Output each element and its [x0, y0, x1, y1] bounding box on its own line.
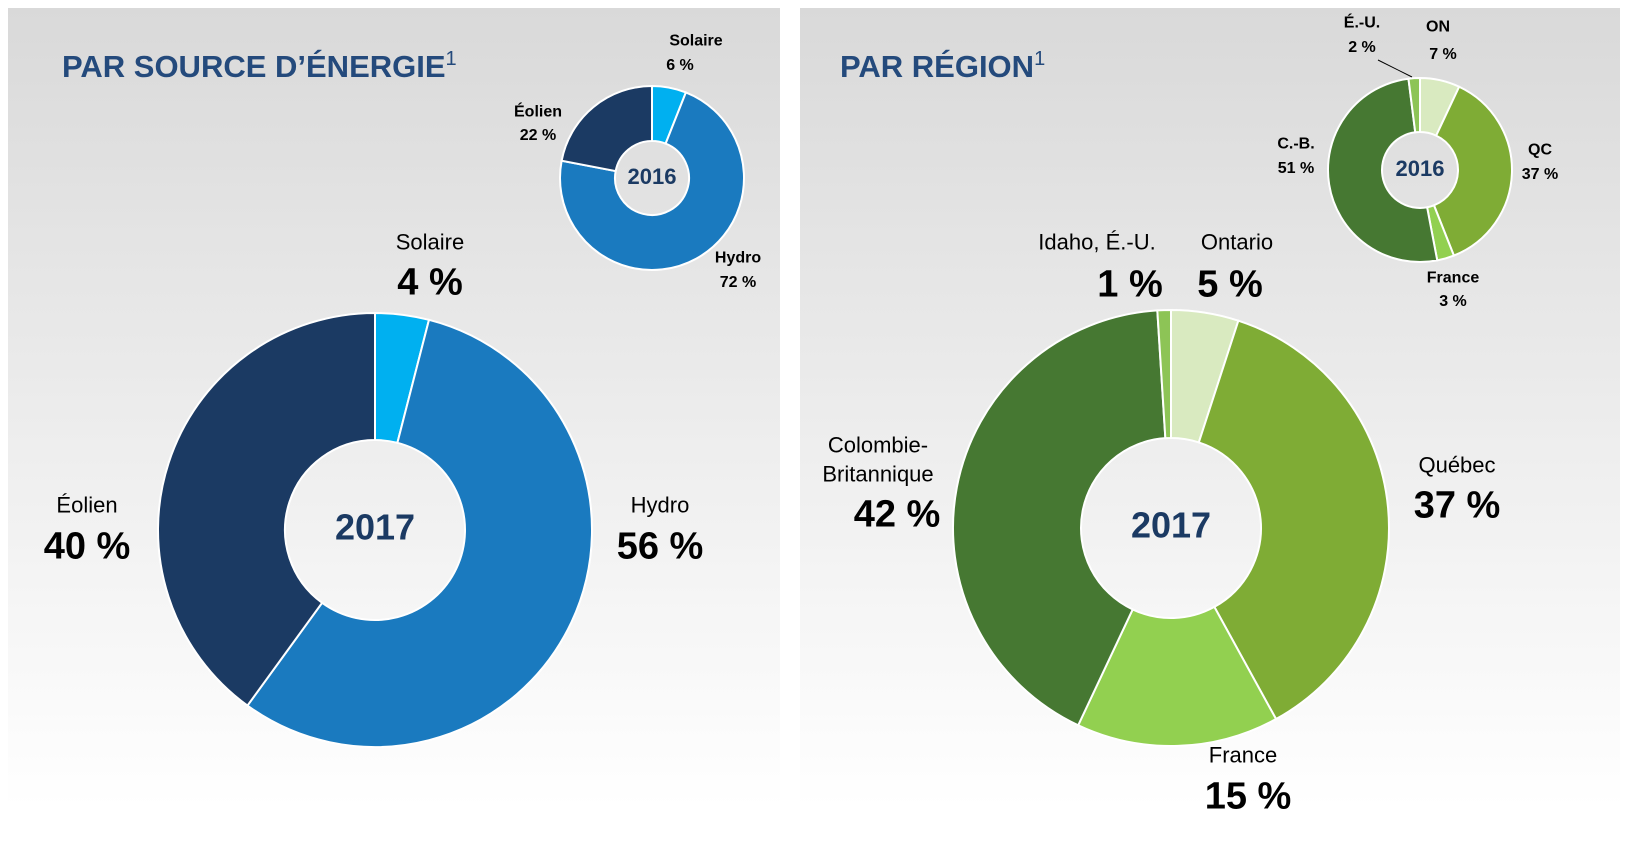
- center-label: 2017: [1131, 505, 1211, 546]
- slice-label: Québec: [1418, 452, 1496, 478]
- value-label: 40 %: [43, 525, 131, 568]
- value-label: 42 %: [853, 493, 941, 536]
- value-label: 37 %: [1413, 484, 1501, 527]
- value-label: 7 %: [1429, 46, 1457, 63]
- slice: [1197, 319, 1390, 721]
- slice-label: Ontario: [1200, 229, 1274, 255]
- panel-title: PAR RÉGION1: [840, 48, 1045, 85]
- slice: [1327, 77, 1439, 263]
- slice: [1432, 85, 1513, 257]
- slice: [1407, 76, 1421, 134]
- slice-label: Idaho, É.-U.: [1038, 229, 1156, 255]
- slice-label: ON: [1426, 18, 1450, 36]
- slice-label: France: [1208, 742, 1278, 768]
- slice: [1156, 308, 1172, 440]
- value-label: 51 %: [1277, 160, 1315, 177]
- slice: [560, 84, 653, 173]
- value-label: 22 %: [519, 127, 557, 144]
- value-label: 2 %: [1348, 39, 1376, 56]
- title-text: PAR RÉGION: [840, 49, 1035, 84]
- value-label: 37 %: [1521, 166, 1559, 183]
- value-label: 5 %: [1197, 263, 1263, 306]
- slice-label: Éolien: [56, 492, 118, 518]
- center-label: 2017: [335, 507, 415, 548]
- value-label: 56 %: [616, 525, 704, 568]
- center-label: 2016: [628, 164, 677, 189]
- slice-label: Éolien: [513, 103, 563, 121]
- slice: [952, 309, 1167, 727]
- value-label: 6 %: [666, 57, 694, 74]
- slice-label: QC: [1528, 141, 1552, 159]
- value-label: 4 %: [397, 261, 463, 304]
- slice-label: Hydro: [630, 492, 690, 518]
- value-label: 3 %: [1439, 293, 1467, 310]
- slice-label: Solaire: [395, 229, 465, 255]
- center-label: 2016: [1396, 156, 1445, 181]
- slice: [157, 311, 376, 707]
- slice-label: É.-U.: [1343, 14, 1381, 32]
- title-note: 1: [445, 48, 457, 70]
- slice-label: Colombie-Britannique: [822, 432, 934, 486]
- leader-line: [1377, 59, 1413, 78]
- slice: [559, 91, 745, 271]
- value-label: 72 %: [719, 274, 757, 291]
- slice: [1076, 605, 1278, 747]
- value-label: 1 %: [1097, 263, 1163, 306]
- title-text: PAR SOURCE D’ÉNERGIE: [62, 49, 446, 84]
- slice-label: Hydro: [714, 249, 762, 267]
- value-label: 15 %: [1204, 775, 1292, 818]
- slice-label: C.-B.: [1277, 135, 1315, 153]
- slice: [246, 318, 593, 748]
- title-note: 1: [1034, 48, 1046, 70]
- slice-label: France: [1426, 269, 1480, 287]
- slice-label: Solaire: [669, 32, 723, 50]
- panel-title: PAR SOURCE D’ÉNERGIE1: [62, 48, 457, 85]
